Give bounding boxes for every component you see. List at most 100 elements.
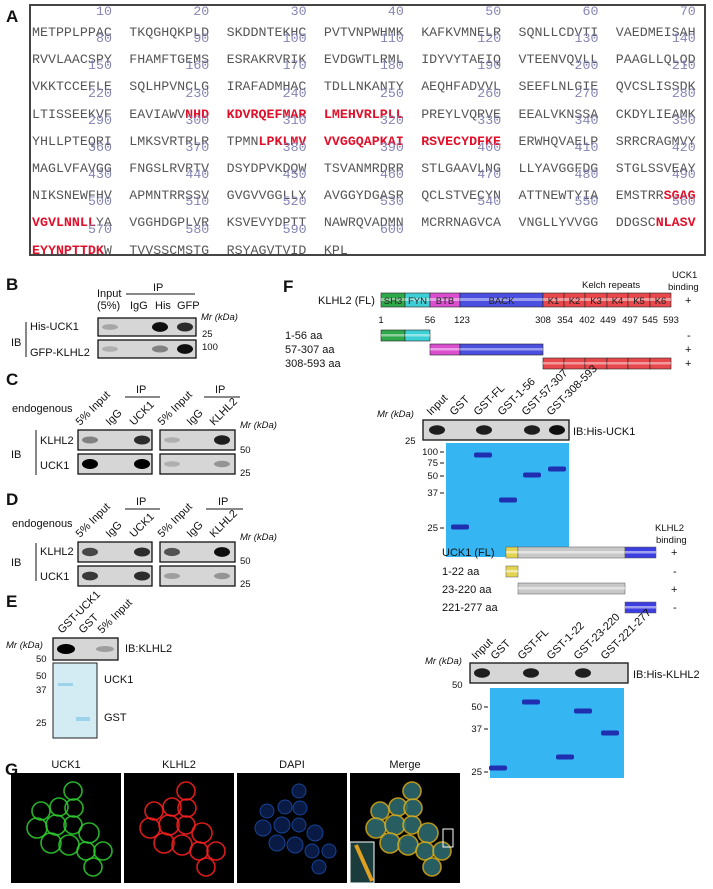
residues: VNGLLYVVGG xyxy=(518,215,599,231)
cell xyxy=(432,841,452,861)
panel-label-b: B xyxy=(6,275,18,294)
row-label: UCK1 xyxy=(40,460,69,472)
binding-header: binding xyxy=(668,282,699,293)
domain-label: BTB xyxy=(436,296,454,307)
lane-label: GST-FL xyxy=(516,626,552,662)
domain-k6 xyxy=(649,292,672,308)
domain-highlight xyxy=(430,348,460,351)
gel-band xyxy=(76,717,90,721)
cell xyxy=(403,798,423,818)
cell xyxy=(422,857,442,877)
blot-band xyxy=(164,437,180,443)
domain-highlight xyxy=(460,348,543,351)
gel-band xyxy=(523,472,541,478)
domain-highlight xyxy=(585,298,607,301)
domain-label: K1 xyxy=(548,296,560,307)
blot-band xyxy=(57,644,75,654)
ip-label: IP xyxy=(218,496,228,508)
lane-label: GST xyxy=(448,393,473,418)
sequence-block: TKQGHQKPLD xyxy=(129,5,210,46)
domain-highlight xyxy=(506,551,518,554)
position-label: 123 xyxy=(454,315,470,326)
residues: W xyxy=(103,242,112,258)
lane-label: UCK1 xyxy=(128,511,157,540)
cell xyxy=(144,801,164,821)
gel-label: GST xyxy=(104,712,127,724)
domain-highlight xyxy=(381,334,405,337)
cell xyxy=(177,798,197,818)
cell xyxy=(291,817,307,833)
blot-strip xyxy=(422,419,570,441)
position-label: 449 xyxy=(600,315,616,326)
cell xyxy=(64,798,84,818)
marker-label: 25 xyxy=(202,329,213,340)
lane-label: GST xyxy=(489,637,514,662)
domain-highlight xyxy=(518,587,625,590)
lane-label: UCK1 xyxy=(128,399,157,428)
domain-label: SH3 xyxy=(384,296,402,307)
mr-label: Mr (kDa) xyxy=(201,312,238,323)
blot-band xyxy=(102,346,118,352)
lane-label: KLHL2 xyxy=(208,396,240,428)
blot-band xyxy=(214,547,230,557)
domain-highlight xyxy=(405,334,430,337)
marker-label: 25 xyxy=(240,468,251,479)
position-label: 1 xyxy=(378,315,383,326)
domain-highlight xyxy=(625,606,656,609)
blot-band xyxy=(96,645,114,653)
blot-strip xyxy=(97,317,197,337)
blot-strip xyxy=(469,662,629,684)
klhl2-fl-label: KLHL2 (FL) xyxy=(318,295,375,307)
lane-label: IgG xyxy=(104,519,125,540)
domain-highlight xyxy=(564,298,585,301)
lane-label: IgG xyxy=(185,407,206,428)
ip-label: IP xyxy=(215,384,225,396)
blot-band xyxy=(134,435,150,445)
ib-label: IB xyxy=(11,337,21,349)
sequence-block: EYYNPTTDKW xyxy=(32,223,112,264)
mr-label: Mr (kDa) xyxy=(240,420,277,431)
marker-label: 50 xyxy=(240,556,251,567)
panel-label-f: F xyxy=(283,277,293,296)
panel-e: E GST-UCK1 GST 5% Input Mr (kDa) IB:KLHL… xyxy=(6,589,172,739)
cell xyxy=(402,781,422,801)
blot-band xyxy=(214,460,230,468)
coomassie-gel xyxy=(52,662,98,739)
gel-band xyxy=(574,708,592,714)
domain-highlight xyxy=(460,298,543,301)
uck1-fl-label: UCK1 (FL) xyxy=(442,547,495,559)
blot-strip xyxy=(159,429,236,451)
input-percent-label: (5%) xyxy=(97,300,120,312)
channel-label: DAPI xyxy=(279,759,305,771)
marker-label: 50 xyxy=(427,471,438,482)
blot-band xyxy=(164,547,180,557)
marker-label: 75 xyxy=(427,458,438,469)
row-label: His-UCK1 xyxy=(30,321,79,333)
panel-f: F KLHL2 (FL) Kelch repeats UCK1 binding … xyxy=(283,270,700,778)
residues: KPL xyxy=(323,242,348,258)
position-label: 56 xyxy=(425,315,436,326)
position-label: 593 xyxy=(663,315,679,326)
position-label: 402 xyxy=(579,315,595,326)
gel-band xyxy=(451,524,469,530)
binding-header: UCK1 xyxy=(672,270,697,281)
mr-label: Mr (kDa) xyxy=(240,532,277,543)
domain-highlight xyxy=(585,362,607,365)
cell xyxy=(259,803,275,819)
residues: TVVSSCMSTG xyxy=(129,242,210,258)
position-label: 497 xyxy=(622,315,638,326)
mr-label: Mr (kDa) xyxy=(6,640,43,651)
blot-label: IB:His-KLHL2 xyxy=(633,669,700,681)
channel-label: UCK1 xyxy=(51,759,80,771)
binding-sign: + xyxy=(685,358,691,370)
binding-sign: - xyxy=(673,602,677,614)
ip-label: IP xyxy=(136,384,146,396)
residues: TKQGHQKPLD xyxy=(129,25,210,40)
marker-label: 25 xyxy=(240,579,251,590)
marker-label: 25 xyxy=(405,436,416,447)
panel-label-a: A xyxy=(6,7,18,26)
input-label: Input xyxy=(97,288,121,300)
gel-band xyxy=(58,683,73,686)
